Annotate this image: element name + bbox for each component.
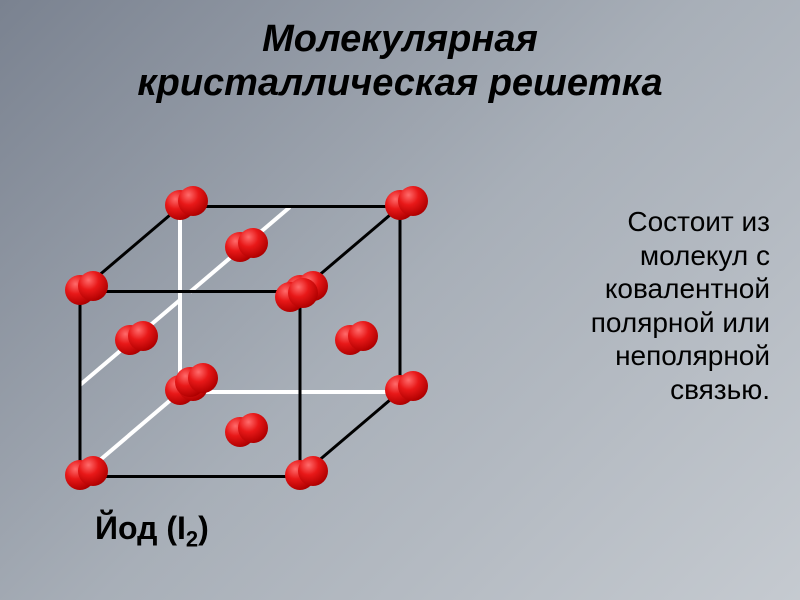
title-line-1: Молекулярная bbox=[0, 18, 800, 62]
iodine-atom bbox=[348, 321, 378, 351]
description-text: Состоит из молекул с ковалентной полярно… bbox=[460, 205, 770, 407]
lattice-diagram bbox=[50, 175, 420, 505]
lattice-edge bbox=[399, 207, 402, 392]
formula-close: ) bbox=[198, 510, 209, 546]
element-label: Йод (I2) bbox=[95, 510, 209, 552]
desc-line-4: полярной или bbox=[460, 306, 770, 340]
lattice-edge bbox=[79, 292, 82, 477]
lattice-edge bbox=[180, 205, 400, 208]
desc-line-2: молекул с bbox=[460, 239, 770, 273]
iodine-atom bbox=[398, 371, 428, 401]
title-line-2: кристаллическая решетка bbox=[0, 62, 800, 106]
iodine-atom bbox=[298, 456, 328, 486]
iodine-atom bbox=[288, 278, 318, 308]
iodine-atom bbox=[398, 186, 428, 216]
slide-title: Молекулярная кристаллическая решетка bbox=[0, 0, 800, 105]
iodine-atom bbox=[238, 228, 268, 258]
iodine-atom bbox=[188, 363, 218, 393]
desc-line-5: неполярной bbox=[460, 339, 770, 373]
formula-open: (I bbox=[166, 510, 186, 546]
desc-line-1: Состоит из bbox=[460, 205, 770, 239]
lattice-edge bbox=[180, 390, 400, 394]
desc-line-3: ковалентной bbox=[460, 272, 770, 306]
iodine-atom bbox=[78, 456, 108, 486]
element-name: Йод bbox=[95, 510, 157, 546]
iodine-atom bbox=[238, 413, 268, 443]
iodine-atom bbox=[78, 271, 108, 301]
iodine-atom bbox=[178, 186, 208, 216]
lattice-edge bbox=[80, 475, 300, 478]
formula-subscript: 2 bbox=[186, 526, 198, 551]
lattice-edge bbox=[299, 292, 302, 477]
desc-line-6: связью. bbox=[460, 373, 770, 407]
lattice-edge bbox=[80, 290, 300, 293]
iodine-atom bbox=[128, 321, 158, 351]
